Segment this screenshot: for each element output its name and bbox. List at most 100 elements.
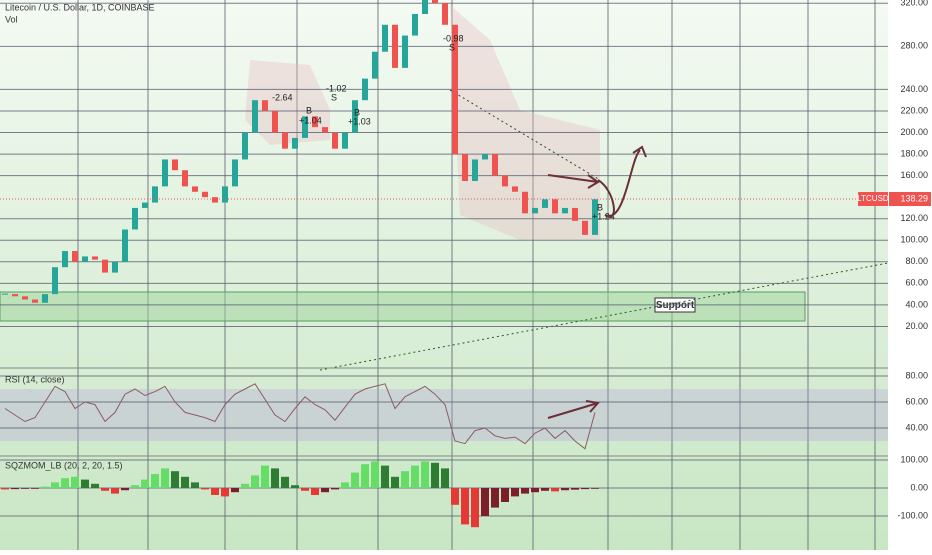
osc-bar xyxy=(371,461,379,488)
rsi-line xyxy=(4,383,596,450)
osc-bar xyxy=(541,488,549,491)
candle xyxy=(342,132,348,149)
osc-bar xyxy=(291,485,299,488)
osc-bar xyxy=(11,488,19,490)
osc-bar xyxy=(131,485,139,488)
y-tick-label: 100.00 xyxy=(900,454,928,464)
candle xyxy=(572,207,578,221)
osc-bar xyxy=(301,488,309,491)
candle xyxy=(282,132,288,149)
candle xyxy=(552,199,558,214)
candle xyxy=(32,299,38,303)
price-badge-name: LTCUSD xyxy=(857,194,889,203)
osc-bar xyxy=(71,476,79,488)
candle xyxy=(382,24,388,52)
candle xyxy=(62,251,68,268)
candle xyxy=(262,100,268,111)
candle xyxy=(532,207,538,214)
osc-bar xyxy=(141,479,149,488)
osc-bar xyxy=(101,488,109,491)
osc-bar xyxy=(321,488,329,493)
y-tick-label: 80.00 xyxy=(905,256,928,266)
annotation: +1.24 xyxy=(592,211,615,221)
range-box xyxy=(450,5,600,240)
candle xyxy=(442,3,448,25)
drawn-arrows xyxy=(547,145,647,419)
osc-bar xyxy=(61,478,69,488)
price-badge-value: 138.29 xyxy=(900,193,928,203)
candle xyxy=(102,259,108,273)
y-tick-label: 40.00 xyxy=(905,422,928,432)
candle xyxy=(412,14,418,36)
range-box xyxy=(245,60,330,145)
osc-bar xyxy=(211,488,219,495)
osc-bar xyxy=(181,476,189,488)
candle xyxy=(312,116,318,128)
annotation: +1.04 xyxy=(299,115,322,125)
candle xyxy=(422,0,428,15)
osc-bar xyxy=(501,488,509,502)
candle xyxy=(142,202,148,208)
candle xyxy=(122,229,128,262)
candle xyxy=(512,186,518,192)
candle xyxy=(292,137,298,149)
osc-bar xyxy=(471,488,479,528)
candle xyxy=(432,0,438,4)
annotation: B xyxy=(597,202,603,212)
osc-bar xyxy=(451,488,459,505)
osc-bar xyxy=(121,488,129,491)
osc-bar xyxy=(361,464,369,488)
candle xyxy=(562,207,568,214)
y-tick-label: 40.00 xyxy=(905,299,928,309)
osc-bar xyxy=(1,488,9,490)
osc-bar xyxy=(531,488,539,493)
osc-bar xyxy=(191,482,199,488)
candle xyxy=(202,191,208,198)
osc-bar xyxy=(591,488,599,489)
candle xyxy=(82,256,88,262)
osc-bar xyxy=(401,471,409,488)
candle xyxy=(222,186,228,203)
candle xyxy=(582,220,588,235)
annotation: S xyxy=(449,42,455,52)
candle xyxy=(192,186,198,192)
y-tick-label: 200.00 xyxy=(900,127,928,137)
candle xyxy=(132,207,138,230)
candle xyxy=(112,261,118,273)
osc-bar xyxy=(21,488,29,489)
candle xyxy=(522,191,528,214)
candle xyxy=(22,296,28,300)
osc-bar xyxy=(391,476,399,488)
osc-bar xyxy=(381,465,389,488)
candle xyxy=(242,132,248,160)
osc-bar xyxy=(461,488,469,525)
osc-bar xyxy=(221,488,229,497)
osc-bar xyxy=(411,465,419,488)
candle xyxy=(2,293,8,295)
osc-bar xyxy=(81,479,89,488)
osc-bar xyxy=(111,488,119,494)
y-tick-label: -100.00 xyxy=(897,510,928,520)
osc-bar xyxy=(271,468,279,488)
annotation: B xyxy=(306,105,312,115)
candle xyxy=(392,24,398,68)
candle xyxy=(232,159,238,187)
candle xyxy=(182,170,188,187)
y-tick-label: 100.00 xyxy=(900,235,928,245)
candle xyxy=(462,154,468,182)
price-badge xyxy=(889,192,931,207)
support-label: Support xyxy=(656,300,695,311)
y-tick-label: 80.00 xyxy=(905,370,928,380)
y-tick-label: 220.00 xyxy=(900,105,928,115)
candle xyxy=(172,159,178,171)
osc-title: SQZMOM_LB (20, 2, 20, 1.5) xyxy=(5,460,123,470)
osc-bar xyxy=(261,465,269,488)
volume-label: Vol xyxy=(5,14,18,24)
candle xyxy=(452,24,458,155)
osc-bar xyxy=(241,483,249,488)
candle xyxy=(492,154,498,176)
y-tick-label: 280.00 xyxy=(900,41,928,51)
y-tick-label: 20.00 xyxy=(905,321,928,331)
osc-bar xyxy=(161,468,169,488)
